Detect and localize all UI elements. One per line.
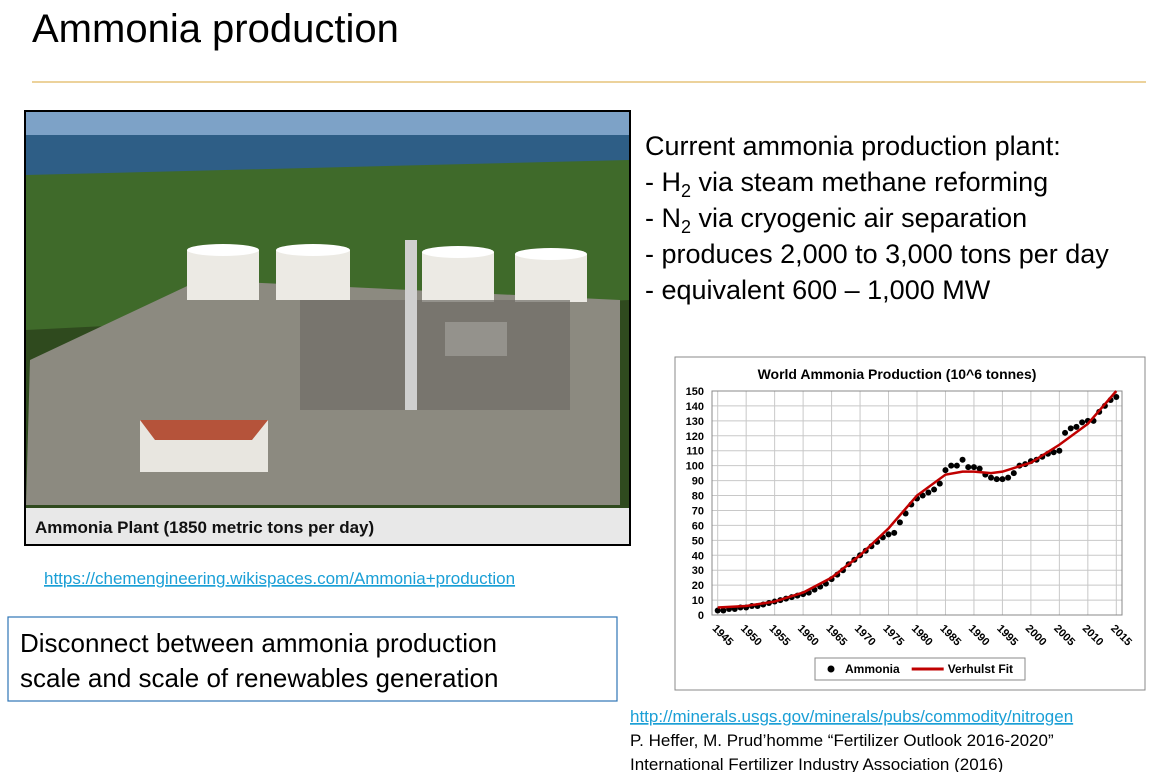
chart-title: World Ammonia Production (10^6 tonnes) — [758, 366, 1037, 382]
data-point — [970, 464, 977, 471]
data-point — [720, 607, 727, 614]
y-tick-label: 150 — [686, 386, 704, 398]
summary-item: - H2 via steam methane reforming — [645, 167, 1048, 201]
y-tick-label: 60 — [692, 520, 704, 532]
data-point — [936, 480, 943, 487]
data-point — [976, 465, 983, 472]
item-text: - produces 2,000 to 3,000 tons per day — [645, 239, 1109, 269]
summary-item: - N2 via cryogenic air separation — [645, 203, 1027, 237]
y-tick-label: 90 — [692, 476, 704, 488]
legend-label: Verhulst Fit — [948, 662, 1013, 676]
plot-area — [711, 390, 1123, 616]
data-point — [1005, 474, 1012, 481]
item-text: - N — [645, 203, 681, 233]
reference-line: International Fertilizer Industry Associ… — [630, 755, 1003, 772]
legend-label: Ammonia — [845, 662, 900, 676]
y-tick-label: 0 — [698, 610, 704, 622]
data-point — [1113, 393, 1120, 400]
data-point — [942, 467, 949, 474]
data-point — [1079, 419, 1086, 426]
data-point — [1056, 447, 1063, 454]
summary-item: - equivalent 600 – 1,000 MW — [645, 275, 991, 305]
data-point — [1010, 470, 1017, 477]
data-point — [919, 492, 926, 499]
item-subscript: 2 — [681, 181, 691, 201]
item-subscript: 2 — [681, 217, 691, 237]
y-tick-label: 40 — [692, 550, 704, 562]
y-tick-label: 120 — [686, 431, 704, 443]
data-point — [891, 529, 898, 536]
photo-caption: Ammonia Plant (1850 metric tons per day) — [35, 518, 374, 537]
y-tick-label: 70 — [692, 505, 704, 517]
reference-link[interactable]: http://minerals.usgs.gov/minerals/pubs/c… — [630, 707, 1073, 726]
y-tick-label: 110 — [686, 446, 704, 458]
y-tick-label: 80 — [692, 491, 704, 503]
data-point — [931, 486, 938, 493]
item-text: via cryogenic air separation — [691, 203, 1027, 233]
y-tick-label: 50 — [692, 535, 704, 547]
chart-frame — [674, 356, 1146, 691]
item-text: - H — [645, 167, 681, 197]
item-text: - equivalent 600 – 1,000 MW — [645, 275, 991, 305]
data-point — [896, 519, 903, 526]
data-point — [1067, 425, 1074, 432]
slide-title: Ammonia production — [32, 7, 399, 51]
y-tick-label: 130 — [686, 416, 704, 428]
data-point — [1073, 423, 1080, 430]
y-tick-label: 20 — [692, 580, 704, 592]
data-point — [885, 531, 892, 538]
data-point — [714, 607, 721, 614]
data-point — [959, 456, 966, 463]
photo: Ammonia Plant (1850 metric tons per day) — [24, 110, 631, 546]
fit-line — [717, 390, 1118, 609]
legend-swatch — [827, 665, 835, 673]
data-point — [1062, 429, 1069, 436]
data-point — [948, 462, 955, 469]
data-point — [953, 462, 960, 469]
summary-item: - produces 2,000 to 3,000 tons per day — [645, 239, 1109, 269]
data-point — [965, 464, 972, 471]
summary-items: - H2 via steam methane reforming- N2 via… — [645, 167, 1109, 305]
reference-line: P. Heffer, M. Prud’homme “Fertilizer Out… — [630, 731, 1054, 750]
chart: World Ammonia Production (10^6 tonnes) 0… — [674, 356, 1146, 691]
data-point — [988, 474, 995, 481]
y-tick-label: 10 — [692, 595, 704, 607]
data-point — [925, 489, 932, 496]
item-text: via steam methane reforming — [691, 167, 1048, 197]
summary-heading: Current ammonia production plant: — [645, 131, 1061, 161]
callout-line: Disconnect between ammonia production — [20, 628, 497, 658]
callout-line: scale and scale of renewables generation — [20, 663, 498, 693]
callout-box — [7, 616, 618, 702]
data-point — [999, 476, 1006, 483]
photo-link[interactable]: https://chemengineering.wikispaces.com/A… — [44, 569, 515, 588]
y-tick-label: 100 — [686, 461, 704, 473]
y-tick-label: 30 — [692, 565, 704, 577]
data-point — [993, 476, 1000, 483]
y-tick-label: 140 — [686, 401, 704, 413]
